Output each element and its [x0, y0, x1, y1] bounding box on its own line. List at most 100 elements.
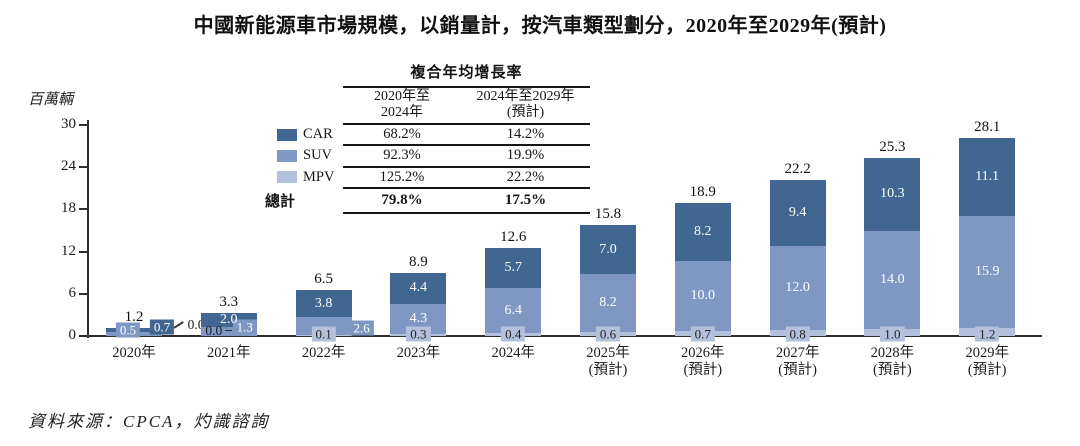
suv-value-label: 14.0: [880, 271, 905, 287]
y-axis-tick-label: 24: [61, 158, 76, 175]
mpv-value-label: 0.0: [205, 322, 223, 338]
suv-value-label: 8.2: [599, 294, 617, 310]
cagr-value: 14.2%: [506, 126, 545, 142]
mpv-value-label: 0.6: [595, 326, 621, 342]
suv-value-label: 4.3: [409, 310, 428, 326]
total-value-label: 25.3: [879, 139, 906, 156]
suv-segment: [580, 274, 636, 332]
mpv-value-label: 1.0: [880, 326, 905, 342]
x-axis-label: 2025年 (預計): [586, 345, 630, 378]
y-axis-tick-label: 18: [61, 200, 76, 217]
mpv-value-label: 0.7: [690, 326, 715, 342]
x-axis-label: 2026年 (預計): [681, 345, 725, 378]
x-axis-label: 2023年: [396, 345, 441, 361]
y-axis-unit-label: 百萬輛: [28, 92, 74, 108]
source-note: 資料來源：CPCA，灼識諮詢: [28, 412, 270, 431]
x-axis-line: [87, 334, 1042, 337]
suv-value-label: 10.0: [690, 287, 716, 303]
total-value-label: 15.8: [594, 205, 622, 222]
car-value-label: 0.7: [149, 319, 175, 335]
suv-value-label: 15.9: [974, 263, 1000, 279]
cagr-row-mpv: 125.2% 22.2%: [343, 168, 590, 189]
y-axis-tick-label: 6: [68, 284, 77, 301]
legend-label-suv: SUV: [303, 147, 333, 164]
mpv-value-label: 0.3: [406, 326, 431, 342]
x-axis-label: 2022年: [301, 345, 346, 361]
cagr-value: 19.9%: [506, 147, 545, 164]
total-row-label: 總計: [265, 193, 296, 210]
car-segment: [390, 272, 447, 304]
car-swatch-icon: [277, 128, 297, 141]
total-value-label: 6.5: [314, 271, 333, 288]
cagr-table-header-row: 2020年至 2024年 2024年至2029年 (預計): [343, 88, 590, 125]
mpv-value-label: 0.1: [311, 326, 336, 342]
mpv-value-label: 0.8: [785, 326, 810, 342]
cagr-table: 複合年均增長率 2020年至 2024年 2024年至2029年 (預計) 68…: [343, 60, 590, 214]
suv-value-label: 1.3: [232, 319, 257, 335]
suv-segment: [674, 260, 731, 332]
y-axis-line: [87, 120, 89, 338]
cagr-row-car: 68.2% 14.2%: [343, 125, 590, 147]
page-title: 中國新能源車市場規模，以銷量計，按汽車類型劃分，2020年至2029年(預計): [193, 15, 887, 37]
suv-value-label: 6.4: [504, 302, 522, 318]
car-segment: [580, 224, 636, 275]
legend-label-mpv: MPV: [303, 168, 335, 185]
legend-item-car: CAR: [265, 124, 343, 145]
y-axis-tick: [79, 335, 87, 337]
cagr-col-header-2: 2024年至2029年 (預計): [476, 89, 575, 120]
car-value-label: 8.2: [694, 223, 712, 239]
y-axis-tick-label: 0: [68, 327, 77, 343]
car-segment: [674, 203, 731, 261]
mpv-swatch-icon: [277, 171, 297, 184]
cagr-col-header-1: 2020年至 2024年: [374, 89, 430, 120]
suv-segment: [200, 326, 257, 336]
suv-value-label: 2.6: [349, 320, 374, 336]
suv-swatch-icon: [277, 149, 297, 162]
cagr-row-total: 79.8% 17.5%: [343, 189, 590, 214]
car-value-label: 9.4: [788, 204, 807, 220]
leader-line: [224, 329, 232, 331]
cagr-value: 92.3%: [383, 147, 421, 164]
cagr-table-title: 複合年均增長率: [343, 60, 590, 88]
car-segment: [959, 137, 1016, 216]
total-value-label: 22.2: [784, 160, 811, 177]
x-axis-label: 2029年 (預計): [965, 345, 1009, 378]
x-axis-label: 2027年 (預計): [775, 345, 820, 378]
total-value-label: 12.6: [500, 229, 527, 246]
y-axis-tick: [79, 166, 87, 169]
y-axis-tick: [79, 208, 87, 211]
y-axis-tick: [79, 292, 87, 295]
mpv-value-label: 0.0: [187, 317, 205, 332]
cagr-total-value: 79.8%: [381, 191, 423, 208]
cagr-block: CAR SUV MPV 總計 複合年均增長率 2020年至 2024年 2024…: [265, 60, 590, 214]
cagr-value: 68.2%: [383, 126, 421, 142]
cagr-total-value: 17.5%: [504, 191, 547, 208]
y-axis-tick: [79, 124, 87, 127]
suv-segment: [485, 288, 542, 334]
car-value-label: 11.1: [975, 168, 1000, 184]
car-segment: [295, 290, 352, 317]
y-axis-tick-label: 30: [61, 116, 76, 133]
car-segment: [769, 179, 826, 246]
suv-value-label: 0.5: [115, 322, 141, 338]
cagr-value: 22.2%: [506, 168, 545, 185]
legend-label-car: CAR: [303, 126, 333, 143]
total-value-label: 1.2: [124, 308, 144, 325]
suv-segment: [769, 246, 826, 331]
legend-item-mpv: MPV: [265, 167, 343, 188]
car-value-label: 10.3: [880, 186, 905, 202]
mpv-value-label: 0.4: [501, 326, 526, 342]
cagr-row-suv: 92.3% 19.9%: [343, 146, 590, 168]
leader-line: [173, 321, 184, 329]
car-segment: [864, 158, 921, 231]
car-value-label: 7.0: [599, 241, 617, 257]
cagr-value: 125.2%: [379, 168, 425, 185]
car-value-label: 4.4: [409, 280, 428, 296]
total-value-label: 3.3: [219, 293, 239, 310]
x-axis-label: 2020年: [112, 345, 156, 361]
car-value-label: 2.0: [220, 311, 238, 327]
x-axis-label: 2028年 (預計): [870, 345, 915, 378]
legend: CAR SUV MPV 總計: [265, 60, 343, 214]
suv-segment: [295, 317, 352, 336]
